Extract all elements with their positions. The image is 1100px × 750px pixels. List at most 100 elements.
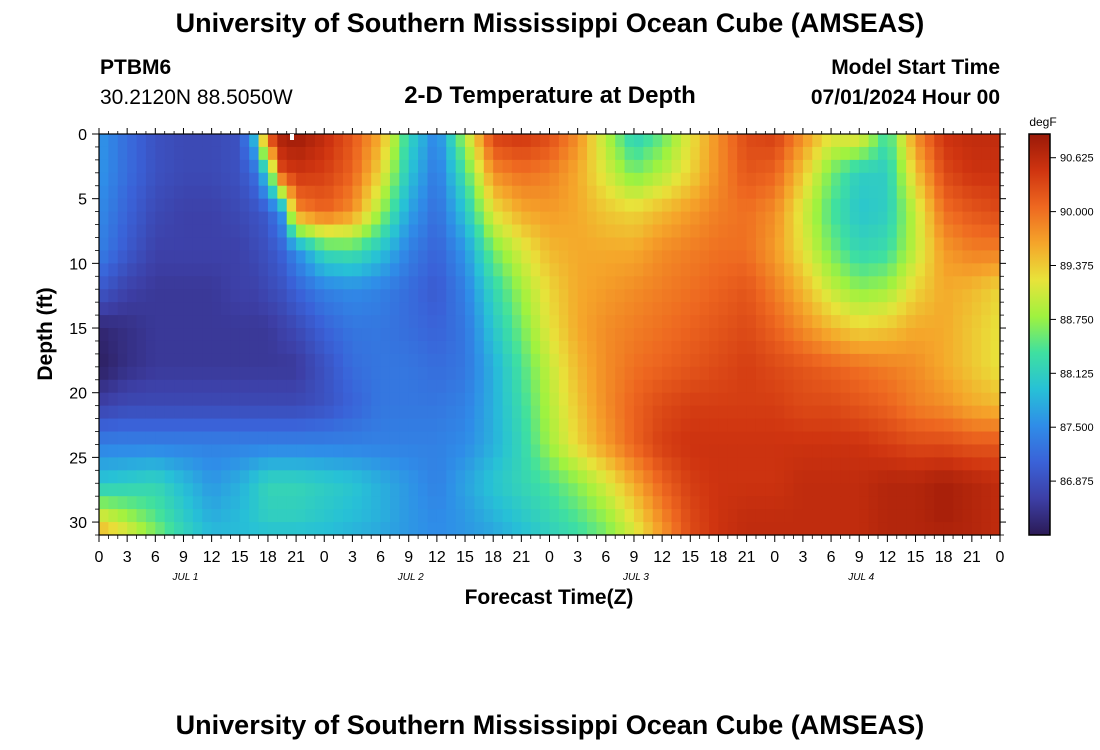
heatmap-cell [145,237,156,252]
heatmap-cell [192,263,203,277]
heatmap-cell [521,470,532,484]
heatmap-cell [746,340,757,355]
heatmap-cell [211,159,222,174]
heatmap-cell [446,172,457,187]
heatmap-cell [699,392,710,407]
heatmap-cell [493,289,504,303]
heatmap-cell [540,198,551,213]
heatmap-cell [389,444,400,458]
heatmap-cell [221,379,231,394]
heatmap-cell [465,366,476,381]
heatmap-cell [117,198,128,213]
heatmap-cell [662,392,673,407]
heatmap-cell [662,496,673,510]
heatmap-cell [258,405,269,420]
heatmap-cell [145,134,156,148]
heatmap-cell [652,405,663,420]
heatmap-cell [230,328,241,342]
heatmap-cell [108,172,119,187]
heatmap-cell [258,302,269,316]
heatmap-cell [859,146,870,161]
heatmap-cell [239,289,250,303]
heatmap-cell [230,237,241,252]
heatmap-cell [784,457,795,471]
heatmap-cell [671,146,682,161]
heatmap-cell [427,237,438,252]
heatmap-cell [934,431,945,446]
heatmap-cell [615,263,626,277]
heatmap-cell [652,315,663,329]
heatmap-cell [230,289,241,303]
heatmap-cell [127,522,138,536]
heatmap-cell [643,353,654,368]
heatmap-cell [896,392,907,407]
heatmap-cell [361,457,372,471]
heatmap-cell [493,263,504,277]
heatmap-cell [343,276,354,290]
heatmap-cell [474,418,485,433]
heatmap-cell [211,379,222,394]
heatmap-cell [277,353,288,368]
heatmap-cell [380,172,391,187]
heatmap-cell [183,340,194,355]
heatmap-cell [258,185,269,200]
heatmap-cell [465,211,476,226]
heatmap-cell [737,379,748,394]
heatmap-cell [859,302,870,316]
heatmap-cell [699,198,710,213]
heatmap-cell [343,366,354,381]
heatmap-cell [371,418,382,433]
heatmap-cell [361,483,372,497]
heatmap-cell [962,302,973,316]
heatmap-cell [596,198,607,213]
heatmap-cell [624,159,635,174]
heatmap-cell [624,198,635,213]
heatmap-cell [680,289,691,303]
heatmap-cell [427,340,438,355]
heatmap-cell [934,172,945,187]
heatmap-cell [99,315,109,329]
heatmap-cell [784,250,795,264]
heatmap-cell [577,366,588,381]
heatmap-cell [352,276,363,290]
heatmap-cell [624,366,635,381]
heatmap-cell [249,198,260,213]
heatmap-cell [680,379,691,394]
heatmap-cell [202,418,213,433]
heatmap-cell [868,431,879,446]
heatmap-cell [718,302,729,316]
heatmap-cell [577,134,588,148]
heatmap-cell [962,276,973,290]
heatmap-cell [652,457,663,471]
heatmap-cell [765,431,776,446]
heatmap-cell [859,470,870,484]
heatmap-cell [802,159,813,174]
heatmap-cell [305,392,316,407]
heatmap-cell [277,340,288,355]
heatmap-cell [680,470,691,484]
heatmap-cell [493,146,504,161]
heatmap-cell [408,211,419,226]
heatmap-cell [343,470,354,484]
heatmap-cell [511,302,522,316]
heatmap-cell [680,159,691,174]
heatmap-cell [446,392,457,407]
heatmap-cell [99,509,109,523]
heatmap-cell [380,276,391,290]
heatmap-cell [389,366,400,381]
heatmap-cell [286,224,297,239]
heatmap-cell [887,353,898,368]
heatmap-cell [277,379,288,394]
heatmap-cell [258,263,269,277]
heatmap-cell [643,315,654,329]
chart-title: 2-D Temperature at Depth [404,82,696,109]
heatmap-cell [277,405,288,420]
heatmap-cell [633,496,644,510]
heatmap-cell [380,198,391,213]
heatmap-cell [117,431,128,446]
heatmap-cell [474,134,485,148]
heatmap-cell [427,418,438,433]
heatmap-cell [577,444,588,458]
heatmap-cell [896,315,907,329]
heatmap-cell [906,263,917,277]
